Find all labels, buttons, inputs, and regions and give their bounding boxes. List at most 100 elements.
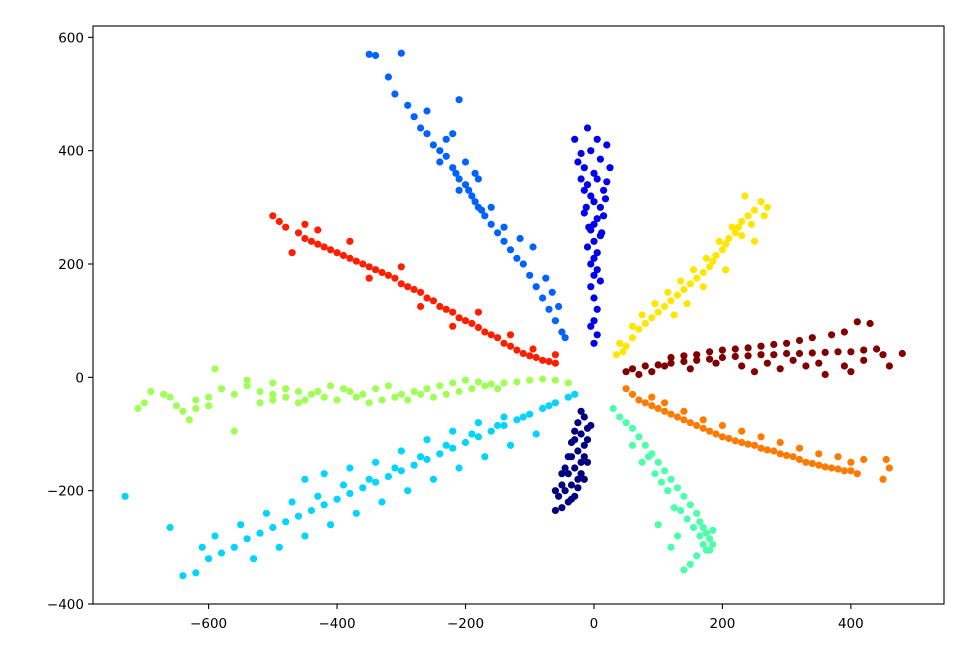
scatter-point: [436, 158, 444, 166]
scatter-point: [571, 464, 579, 472]
scatter-point: [372, 51, 380, 60]
scatter-point: [689, 523, 698, 532]
scatter-point: [542, 274, 550, 282]
scatter-point: [529, 345, 537, 353]
scatter-point: [750, 206, 759, 214]
scatter-point: [339, 385, 348, 393]
scatter-point: [715, 237, 723, 245]
scatter-point: [314, 387, 322, 396]
scatter-point: [500, 237, 508, 245]
scatter-point: [680, 416, 688, 424]
scatter-point: [718, 346, 727, 354]
scatter-point: [555, 302, 563, 311]
scatter-point: [683, 515, 691, 523]
scatter-point: [693, 552, 701, 560]
scatter-point: [352, 509, 360, 517]
scatter-point: [686, 560, 694, 568]
scatter-point: [147, 387, 155, 396]
scatter-point: [140, 399, 148, 407]
scatter-point: [699, 268, 707, 277]
scatter-point: [217, 549, 226, 557]
scatter-point: [410, 113, 418, 121]
scatter-point: [494, 385, 502, 393]
scatter-point: [346, 464, 354, 472]
scatter-point: [574, 484, 582, 492]
x-tick-label: 0: [590, 616, 599, 632]
scatter-point: [840, 328, 849, 336]
scatter-point: [593, 215, 601, 223]
scatter-point: [574, 475, 582, 483]
scatter-point: [500, 379, 508, 387]
scatter-point: [561, 334, 569, 342]
scatter-point: [487, 380, 495, 388]
scatter-point: [593, 249, 601, 257]
scatter-point: [593, 135, 601, 143]
x-tick-label: −200: [447, 616, 484, 632]
scatter-point: [795, 349, 804, 358]
scatter-point: [612, 351, 621, 359]
scatter-point: [598, 229, 606, 237]
scatter-point: [529, 243, 537, 251]
scatter-point: [706, 535, 714, 543]
scatter-point: [789, 356, 797, 364]
scatter-point: [596, 155, 605, 163]
x-axis: −600 −400 −200 0 200 400: [190, 604, 864, 632]
scatter-point: [712, 251, 720, 260]
scatter-point: [667, 475, 675, 483]
scatter-point: [230, 390, 238, 398]
scatter-point: [513, 416, 521, 424]
series-8: [121, 390, 579, 580]
series-5: [622, 385, 894, 483]
scatter-point: [706, 263, 714, 271]
scatter-point: [770, 447, 778, 455]
scatter-point: [275, 217, 283, 226]
x-tick-label: −600: [190, 616, 227, 632]
scatter-point: [622, 419, 630, 427]
y-tick-label: −200: [47, 484, 84, 500]
scatter-point: [288, 498, 296, 506]
scatter-point: [320, 501, 328, 509]
series-9: [134, 365, 572, 435]
scatter-point: [500, 223, 508, 231]
scatter-point: [539, 404, 547, 413]
scatter-point: [680, 357, 688, 366]
scatter-point: [250, 555, 258, 563]
scatter-point: [513, 378, 521, 386]
scatter-point: [802, 458, 810, 466]
scatter-point: [677, 277, 685, 285]
scatter-point: [828, 331, 836, 339]
scatter-point: [301, 220, 309, 228]
scatter-point: [301, 532, 309, 540]
scatter-point: [269, 379, 277, 387]
scatter-point: [468, 430, 476, 438]
scatter-point: [352, 257, 360, 265]
scatter-point: [635, 370, 643, 379]
scatter-point: [269, 396, 277, 404]
scatter-point: [468, 319, 476, 328]
scatter-point: [718, 353, 727, 362]
scatter-point: [577, 470, 585, 478]
scatter-point: [718, 421, 727, 430]
scatter-point: [580, 164, 588, 172]
scatter-point: [455, 175, 463, 183]
y-axis: −400 −200 0 200 400 600: [47, 30, 93, 613]
scatter-point: [898, 349, 906, 358]
scatter-point: [847, 467, 855, 475]
scatter-point: [494, 421, 502, 430]
scatter-point: [391, 90, 399, 98]
scatter-point: [487, 220, 495, 228]
scatter-point: [834, 465, 842, 473]
scatter-point: [561, 487, 569, 495]
scatter-point: [802, 362, 810, 370]
scatter-point: [693, 421, 701, 430]
scatter-point: [738, 232, 746, 240]
scatter-point: [574, 419, 582, 427]
scatter-point: [301, 234, 309, 243]
scatter-point: [346, 387, 354, 396]
scatter-point: [172, 402, 181, 410]
scatter-point: [590, 317, 598, 325]
scatter-point: [815, 359, 823, 367]
scatter-point: [372, 458, 380, 466]
x-tick-label: 200: [710, 616, 736, 632]
scatter-point: [506, 342, 515, 350]
